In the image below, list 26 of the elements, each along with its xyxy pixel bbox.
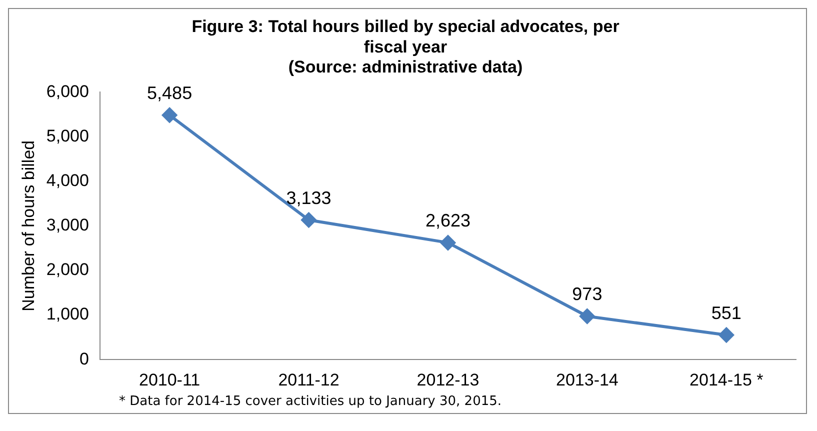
y-axis-title: Number of hours billed xyxy=(18,140,38,312)
x-tick-label: 2013-14 xyxy=(556,370,618,390)
y-tick-label: 2,000 xyxy=(46,260,89,280)
x-tick-label: 2010-11 xyxy=(138,370,200,390)
x-tick-label: 2011-12 xyxy=(278,370,340,390)
point xyxy=(301,212,316,228)
y-tick-label: 0 xyxy=(79,349,89,368)
y-tick-label: 3,000 xyxy=(46,216,89,235)
point xyxy=(718,328,734,343)
y-tick-label: 5,000 xyxy=(46,126,89,146)
x-tick-label: 2012-13 xyxy=(416,370,480,390)
point xyxy=(440,235,456,250)
data-label: 973 xyxy=(572,284,602,304)
data-label: 2,623 xyxy=(425,210,470,231)
chart-title: Figure 3: Total hours billed by special advocates, per fiscal year xyxy=(192,16,620,56)
y-tick-label: 6,000 xyxy=(46,82,89,101)
data-label: 3,133 xyxy=(286,188,332,208)
y-tick-label: 1,000 xyxy=(46,304,89,324)
data-label: 551 xyxy=(711,303,742,324)
x-tick-label: 2014-15 * xyxy=(690,370,764,390)
point xyxy=(162,108,178,123)
data-label: 5,485 xyxy=(147,83,192,104)
point xyxy=(580,308,595,324)
y-tick-label: 4,000 xyxy=(46,171,89,190)
text: * Data for 2014-15 cover activities up to January 30, 2015. xyxy=(118,394,503,411)
chart-subtitle: (Source: administrative data) xyxy=(288,58,523,77)
